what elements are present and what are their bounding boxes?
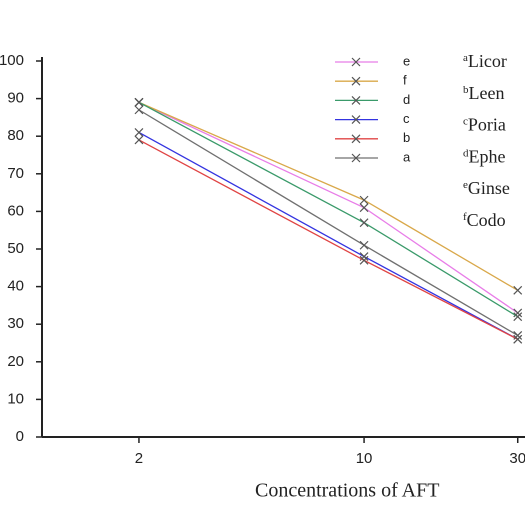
series-line — [138, 101, 519, 291]
annotation-text: Poria — [468, 115, 506, 135]
x-axis-label: Concentrations of AFT — [255, 480, 439, 502]
legend-label: d — [403, 92, 410, 107]
y-tick-label: 20 — [7, 353, 24, 370]
annotation-sup: a — [463, 52, 468, 64]
y-tick-label: 90 — [7, 90, 24, 107]
marker — [134, 128, 144, 137]
annotation-text: Ephe — [469, 147, 506, 167]
marker — [359, 203, 369, 213]
series-line — [138, 139, 519, 340]
legend-marker — [351, 115, 361, 125]
annotation: dEphe — [463, 147, 505, 167]
legend-label: a — [403, 149, 411, 164]
marker — [134, 97, 144, 107]
annotation-text: Leen — [469, 83, 505, 103]
annotation-sup: b — [463, 83, 469, 95]
y-tick-label: 30 — [7, 315, 24, 332]
marker — [513, 331, 523, 340]
y-tick-label: 50 — [7, 240, 24, 257]
marker — [359, 240, 369, 250]
y-tick-label: 70 — [7, 165, 24, 182]
annotation: bLeen — [463, 83, 504, 103]
marker — [513, 334, 523, 344]
marker — [134, 105, 144, 115]
legend-marker — [351, 95, 361, 105]
x-tick-label: 10 — [356, 450, 373, 467]
annotation-sup: d — [463, 147, 469, 159]
annotation: cPoria — [463, 115, 506, 135]
annotation: fCodo — [463, 210, 506, 230]
x-tick-label: 2 — [135, 450, 143, 467]
marker — [134, 135, 144, 145]
annotation-text: Licor — [468, 51, 507, 71]
series-line — [138, 109, 519, 337]
series-line — [138, 101, 519, 318]
annotation-text: Codo — [467, 210, 506, 230]
legend-label: c — [403, 111, 410, 126]
marker — [513, 285, 523, 295]
legend-marker — [351, 76, 361, 86]
x-tick-label: 30 — [509, 450, 525, 467]
legend-marker — [351, 134, 361, 144]
annotation: aLicor — [463, 51, 507, 71]
marker — [359, 195, 369, 205]
legend-label: f — [403, 73, 407, 88]
annotation: eGinse — [463, 178, 510, 198]
legend-marker — [351, 153, 361, 163]
annotation-text: Ginse — [468, 178, 510, 198]
y-tick-label: 60 — [7, 202, 24, 219]
y-tick-label: 40 — [7, 278, 24, 295]
marker — [513, 312, 523, 322]
y-tick-label: 10 — [7, 390, 24, 407]
y-tick-label: 0 — [16, 428, 24, 445]
y-tick-label: 80 — [7, 127, 24, 144]
legend-label: e — [403, 53, 410, 68]
marker — [359, 255, 369, 265]
legend-marker — [351, 57, 361, 67]
annotation-sup: c — [463, 115, 468, 127]
marker — [359, 218, 369, 228]
annotation-sup: f — [463, 211, 467, 223]
y-tick-label: 100 — [0, 52, 24, 69]
legend-label: b — [403, 130, 410, 145]
annotation-sup: e — [463, 179, 468, 191]
series-line — [138, 131, 519, 340]
